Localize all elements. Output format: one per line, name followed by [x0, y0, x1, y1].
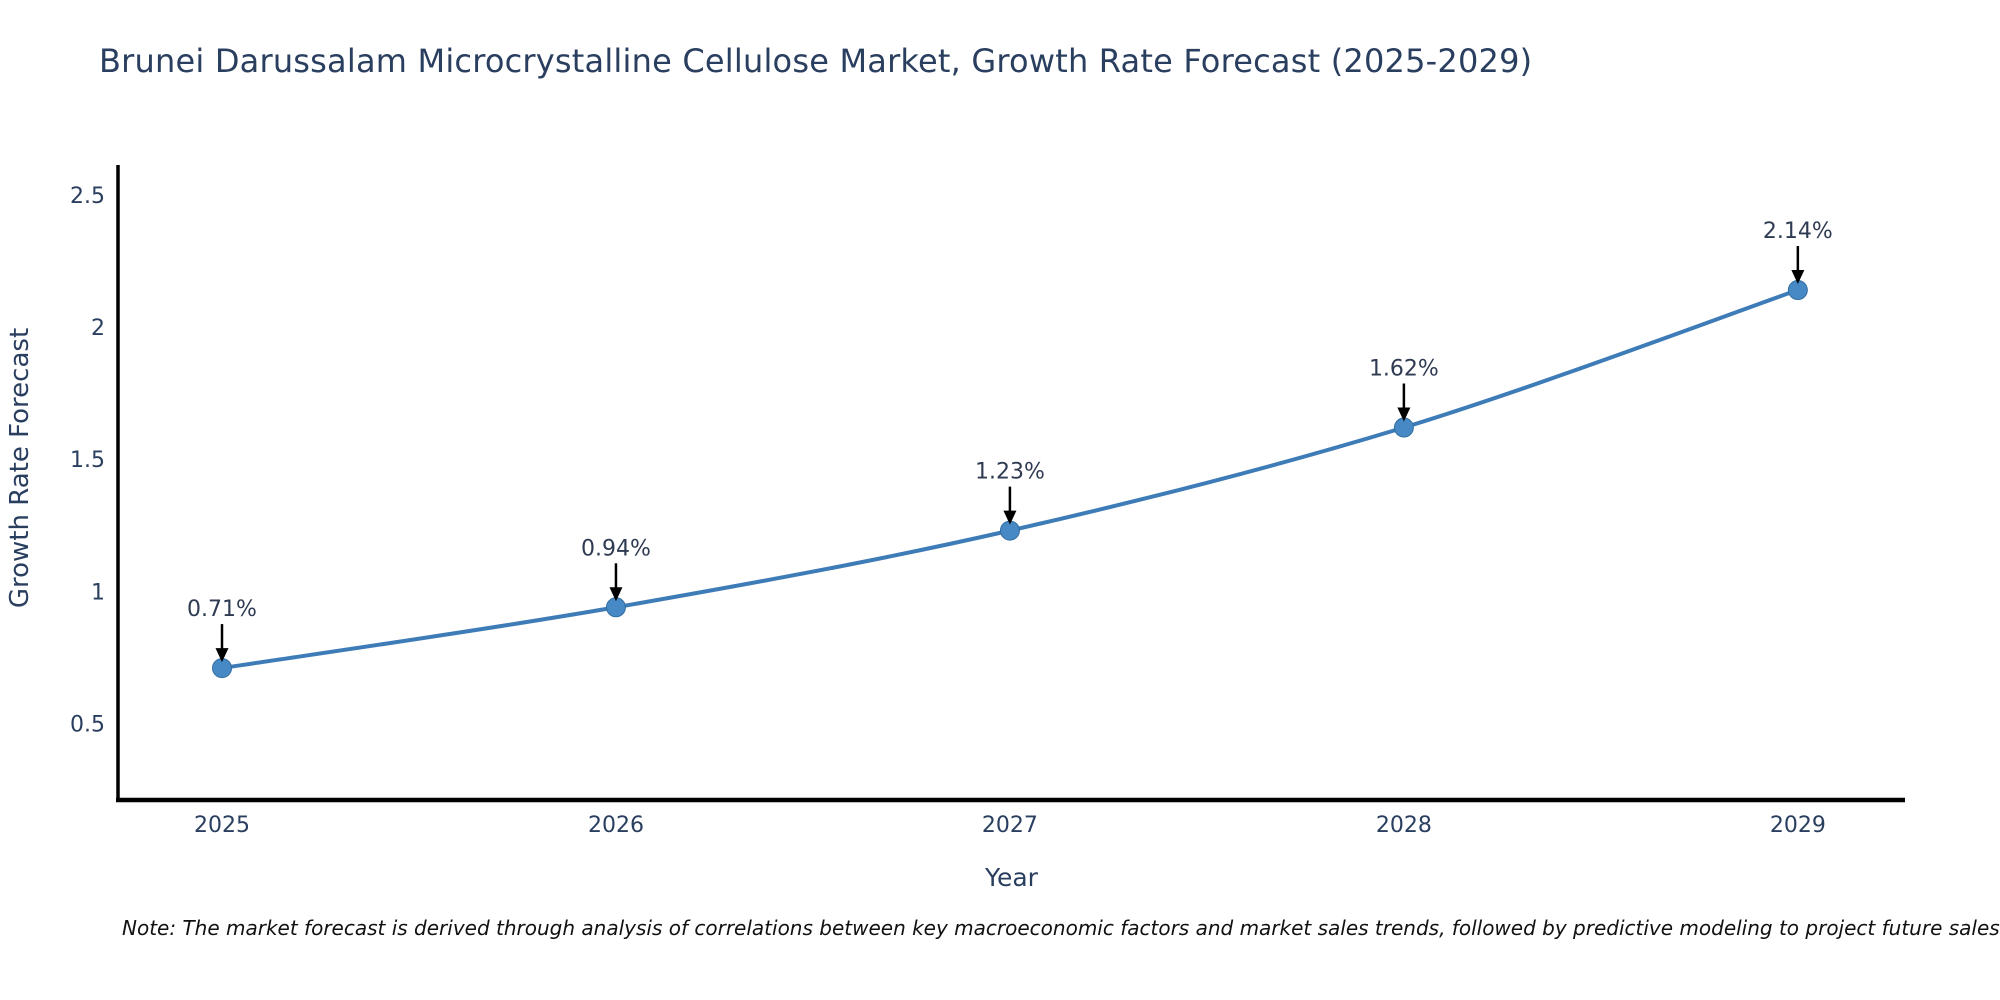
annotation-arrowhead-2029 [1791, 270, 1805, 285]
chart-title: Brunei Darussalam Microcrystalline Cellu… [99, 42, 1533, 80]
annotation-label-2025: 0.71% [187, 597, 257, 622]
x-tick-label: 2029 [1770, 813, 1826, 838]
annotation-arrowhead-2027 [1003, 510, 1017, 525]
y-tick-label: 1 [91, 580, 105, 605]
annotation-arrowhead-2025 [215, 648, 229, 663]
y-tick-label: 1.5 [70, 448, 105, 473]
y-tick-label: 2.5 [70, 184, 105, 209]
annotation-label-2028: 1.62% [1369, 357, 1439, 382]
annotation-arrowhead-2026 [609, 587, 623, 602]
x-axis-title: Year [984, 863, 1039, 892]
y-tick-label: 2 [91, 316, 105, 341]
x-tick-label: 2025 [194, 813, 250, 838]
chart-footnote: Note: The market forecast is derived thr… [122, 916, 2000, 940]
annotation-label-2026: 0.94% [581, 536, 651, 561]
annotation-label-2029: 2.14% [1763, 219, 1833, 244]
x-tick-label: 2027 [982, 813, 1038, 838]
y-axis-title: Growth Rate Forecast [5, 328, 35, 608]
y-tick-label: 0.5 [70, 713, 105, 738]
annotation-arrowhead-2028 [1397, 407, 1411, 422]
annotation-label-2027: 1.23% [975, 460, 1045, 485]
x-tick-label: 2028 [1376, 813, 1432, 838]
x-tick-label: 2026 [588, 813, 644, 838]
